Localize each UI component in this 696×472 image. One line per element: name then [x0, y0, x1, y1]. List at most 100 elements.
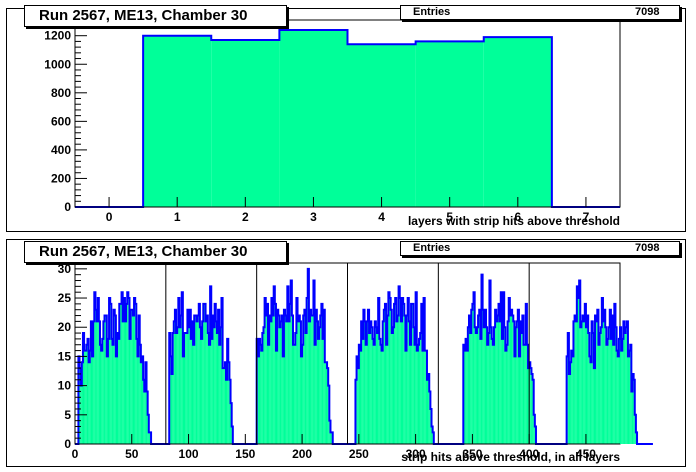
histogram-title-strips: Run 2567, ME13, Chamber 30	[24, 241, 287, 263]
histogram-bin	[206, 315, 208, 444]
histogram-bin	[263, 327, 265, 444]
x-tick-label: 200	[292, 447, 312, 461]
histogram-bin	[179, 327, 181, 444]
histogram-bin	[282, 356, 284, 444]
histogram-bin	[268, 344, 270, 444]
histogram-bin	[482, 309, 484, 444]
histogram-bin	[265, 315, 267, 444]
histogram-bin	[517, 309, 519, 444]
histogram-bin	[588, 333, 590, 444]
histogram-bin	[399, 298, 401, 444]
histogram-bin	[180, 315, 182, 444]
histogram-bin	[280, 321, 282, 444]
x-tick-label: 6	[514, 210, 521, 224]
histogram-bin	[191, 321, 194, 444]
x-axis-label: strip hits above threshold, in all layer…	[401, 450, 620, 464]
histogram-bin	[146, 391, 148, 444]
histogram-bin	[98, 321, 100, 444]
histogram-bin	[388, 292, 390, 444]
histogram-bin	[126, 303, 128, 444]
histogram-bin	[377, 333, 379, 444]
histogram-bin	[94, 292, 96, 444]
histogram-bin	[228, 362, 230, 444]
histogram-bin	[374, 321, 376, 444]
histogram-bin	[528, 368, 530, 444]
histogram-bin	[513, 321, 515, 444]
histogram-bin	[358, 344, 360, 444]
histogram-bin	[417, 344, 420, 444]
histogram-bin	[470, 333, 472, 444]
histogram-bin	[386, 344, 388, 444]
x-tick-label: 300	[406, 447, 426, 461]
histogram-bin	[598, 344, 600, 444]
histogram-bin	[583, 321, 585, 444]
histogram-bin	[370, 321, 372, 444]
histogram-bin	[79, 368, 81, 444]
histogram-bin	[465, 338, 467, 444]
histogram-bin	[214, 303, 216, 444]
stats-entries-label: Entries	[413, 6, 451, 18]
histogram-bin	[468, 315, 471, 444]
histogram-bin	[293, 344, 295, 444]
histogram-bin	[378, 298, 380, 444]
histogram-bin	[618, 338, 620, 444]
histogram-bin	[285, 315, 287, 444]
histogram-bin	[357, 368, 359, 444]
histogram-bin	[227, 338, 229, 444]
histogram-bin	[199, 327, 202, 444]
histogram-bin	[266, 303, 269, 444]
histogram-bin	[305, 333, 307, 444]
histogram-bin	[516, 321, 518, 444]
stats-entries-value: 7098	[635, 6, 660, 18]
histogram-bin	[601, 298, 603, 444]
histogram-bin	[483, 327, 485, 444]
histogram-bin	[415, 292, 417, 444]
histogram-bin	[491, 338, 493, 444]
histogram-bin	[205, 321, 207, 444]
histogram-bin	[122, 321, 124, 444]
x-axis-label: layers with strip hits above threshold	[408, 214, 620, 228]
histogram-bin	[375, 327, 378, 444]
histogram-bin	[381, 350, 383, 444]
histogram-bin	[391, 333, 393, 444]
histogram-bin	[186, 333, 188, 444]
x-tick-label: 250	[349, 447, 369, 461]
histogram-bin	[481, 274, 483, 444]
y-tick-label: 25	[58, 291, 72, 305]
histogram-bin	[271, 298, 273, 444]
histogram-bin	[574, 315, 576, 444]
histogram-bin	[201, 338, 203, 444]
histogram-bin	[86, 344, 88, 444]
histogram-bin	[431, 426, 433, 444]
histogram-bin	[171, 373, 173, 444]
histogram-bin	[466, 350, 468, 444]
histogram-bin	[606, 344, 608, 444]
histogram-bin	[221, 298, 223, 444]
histogram-bin	[215, 321, 217, 444]
histogram-bin	[314, 344, 316, 444]
histogram-bin	[290, 280, 292, 444]
histogram-bin	[119, 303, 121, 444]
histogram-bin	[320, 315, 322, 444]
histogram-bin	[396, 321, 398, 444]
histogram-bin	[363, 309, 365, 444]
histogram-bin	[505, 350, 507, 444]
histogram-bin	[484, 309, 487, 444]
histogram-bin	[87, 338, 89, 444]
histogram-bin	[207, 333, 209, 444]
histogram-bin	[287, 286, 289, 444]
histogram-bin	[189, 309, 191, 444]
histogram-bin	[291, 315, 293, 444]
histogram-bin	[514, 356, 516, 444]
histogram-bin	[483, 37, 552, 207]
histogram-bin	[407, 298, 409, 444]
stats-entries-label: Entries	[413, 242, 451, 254]
histogram-bin	[321, 303, 323, 444]
histogram-bin	[529, 362, 531, 444]
histogram-bin	[218, 309, 220, 444]
x-tick-label: 100	[179, 447, 199, 461]
histogram-bin	[109, 298, 111, 444]
histogram-bin	[105, 315, 107, 444]
histogram-bin	[367, 309, 370, 444]
